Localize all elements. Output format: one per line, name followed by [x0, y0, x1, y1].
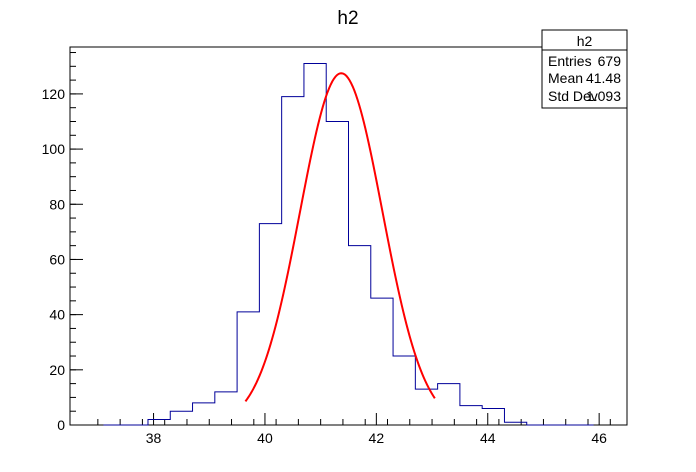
- y-tick-label: 60: [49, 251, 65, 267]
- x-tick-label: 46: [591, 430, 607, 446]
- y-tick-label: 80: [49, 196, 65, 212]
- chart-title: h2: [337, 8, 358, 29]
- stats-mean-value: 41.48: [586, 70, 621, 86]
- y-tick-label: 40: [49, 307, 65, 323]
- y-tick-label: 100: [42, 141, 66, 157]
- histogram-series: [103, 63, 594, 426]
- y-tick-label: 0: [57, 417, 65, 433]
- y-axis: 0 20 40 60 80 100 120: [42, 52, 83, 433]
- y-tick-label: 20: [49, 362, 65, 378]
- stats-stddev-value: 1.093: [586, 88, 621, 104]
- stats-mean-label: Mean: [548, 70, 583, 86]
- x-tick-label: 40: [257, 430, 273, 446]
- gaussian-fit-curve: [244, 72, 436, 402]
- stats-entries-label: Entries: [548, 53, 592, 69]
- plot-frame: [69, 46, 628, 426]
- x-axis: 38 40 42 44 46: [97, 413, 611, 446]
- stats-box: h2 Entries 679 Mean 41.48 Std Dev 1.093: [541, 29, 628, 109]
- stats-stddev-label: Std Dev: [548, 88, 598, 104]
- y-tick-label: 120: [42, 86, 66, 102]
- x-tick-label: 44: [480, 430, 496, 446]
- stats-box-frame: [541, 29, 628, 109]
- stats-box-title: h2: [577, 33, 593, 49]
- stats-entries-value: 679: [598, 53, 622, 69]
- x-tick-label: 38: [146, 430, 162, 446]
- x-tick-label: 42: [369, 430, 385, 446]
